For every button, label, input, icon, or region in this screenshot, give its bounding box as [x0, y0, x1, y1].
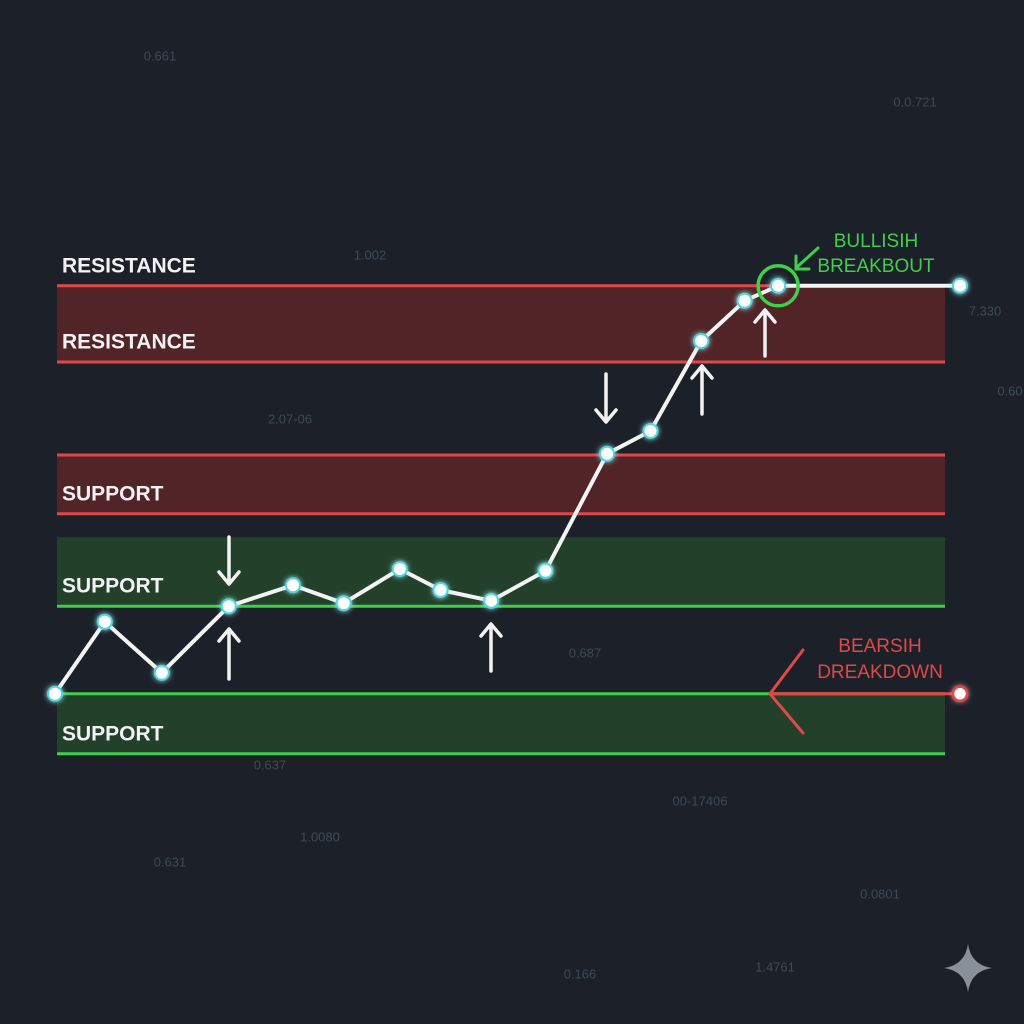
background-number: 1.0080 [300, 829, 340, 844]
background-number: 7.330 [969, 303, 1002, 318]
zone [57, 455, 945, 514]
background-number: 0.60 [997, 383, 1022, 398]
breakout-arrow [794, 246, 820, 271]
level-label: RESISTANCE [62, 254, 196, 277]
breakout-label: BREAKBOUT [817, 256, 935, 277]
breakout-label: BULLISIH [834, 231, 918, 252]
background-number: 1.002 [354, 247, 387, 262]
background-number: 0.0801 [860, 886, 900, 901]
background-number: 0.0.721 [893, 94, 936, 109]
sparkle [944, 944, 992, 992]
arrows [217, 308, 777, 681]
price-point [432, 582, 449, 598]
price-point [47, 685, 63, 702]
price-point [483, 592, 500, 609]
background-number: 0.687 [569, 645, 602, 660]
breakdown-arrow [768, 648, 962, 735]
background-number: 0.637 [254, 757, 287, 772]
level-label: SUPPORT [62, 722, 164, 745]
price-point [770, 277, 787, 294]
price-point [952, 277, 968, 294]
zone [57, 285, 945, 362]
price-point [285, 577, 302, 594]
price-point [391, 561, 408, 577]
level-label: RESISTANCE [62, 331, 196, 354]
price-point [693, 333, 710, 349]
price-line [53, 283, 960, 695]
background-number: 2.07-06 [268, 411, 312, 426]
breakdown-label: DREAKDOWN [817, 662, 943, 683]
zone [57, 693, 945, 754]
price-point [736, 292, 753, 309]
price-point [153, 664, 170, 681]
breakdown-point [951, 685, 969, 703]
breakout-highlight [756, 264, 800, 308]
price-point [335, 595, 352, 612]
price-point [599, 445, 616, 462]
price-point [537, 562, 554, 579]
level-label: SUPPORT [62, 482, 164, 505]
price-point [220, 598, 237, 615]
background-number: 0.661 [144, 48, 177, 63]
background-number: 0.166 [564, 966, 597, 981]
background-number: 00-17406 [673, 793, 728, 808]
background-number: 1.4761 [755, 959, 795, 974]
price-point [96, 613, 113, 630]
breakdown-label: BEARSIH [838, 636, 921, 657]
background-number: 0.631 [154, 854, 187, 869]
level-label: SUPPORT [62, 575, 164, 598]
price-point [642, 423, 659, 439]
